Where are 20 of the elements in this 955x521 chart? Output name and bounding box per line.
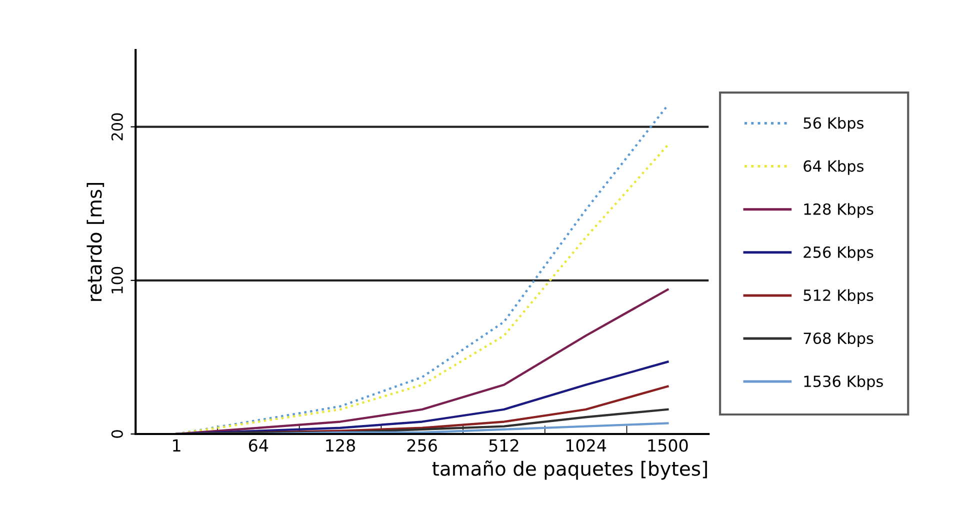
legend-label: 64 Kbps xyxy=(804,160,864,175)
y-tick-label: 200 xyxy=(111,113,123,140)
x-tick-label: 256 xyxy=(407,439,437,452)
legend-label: 128 Kbps xyxy=(804,203,874,218)
legend-label: 768 Kbps xyxy=(804,332,874,348)
legend-label: 1536 Kbps xyxy=(804,375,883,390)
x-tick-label: 1 xyxy=(173,439,180,452)
x-tick-label: 1500 xyxy=(648,439,688,452)
legend-label: 512 Kbps xyxy=(804,289,874,304)
x-tick-label: 1024 xyxy=(566,439,606,452)
legend-label: 256 Kbps xyxy=(804,246,874,261)
y-axis-title: retardo [ms] xyxy=(86,182,104,301)
x-tick-label: 64 xyxy=(248,439,268,452)
y-tick-label: 0 xyxy=(111,430,123,438)
y-tick-label: 100 xyxy=(111,266,123,294)
x-tick-label: 128 xyxy=(326,439,356,452)
x-axis-title: tamaño de paquetes [bytes] xyxy=(432,460,707,480)
legend-label: 56 Kbps xyxy=(804,116,864,132)
x-tick-label: 512 xyxy=(489,439,518,452)
line-series xyxy=(175,288,669,434)
